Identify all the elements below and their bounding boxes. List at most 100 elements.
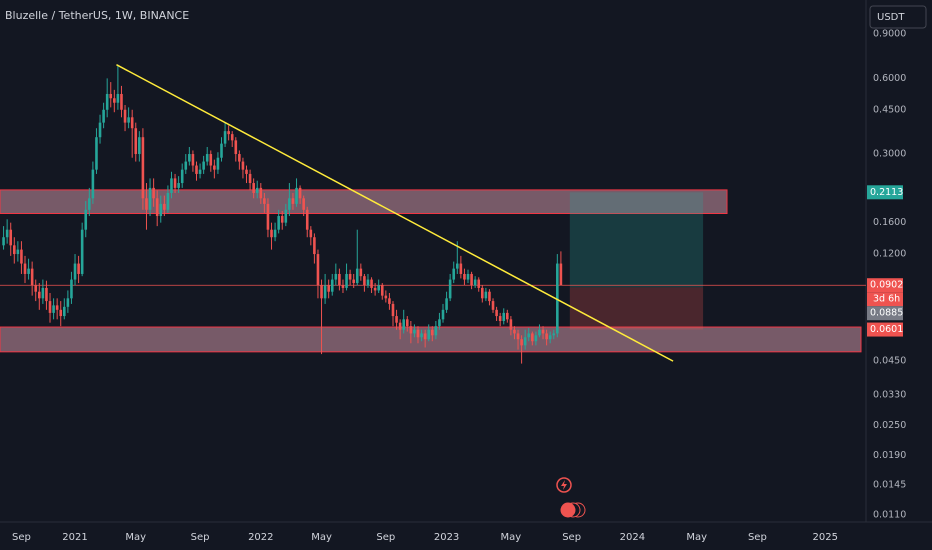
candle-body <box>5 229 9 238</box>
candle-body <box>45 287 48 302</box>
candle-body <box>163 203 166 210</box>
candle-body <box>123 109 127 123</box>
target-tag: 0.2113 <box>870 187 903 198</box>
candle-body <box>552 333 556 336</box>
candle-body <box>455 263 459 269</box>
candle-body <box>509 319 513 330</box>
candle-body <box>130 117 134 129</box>
symbol-title: Bluzelle / TetherUS, 1W, BINANCE <box>5 9 189 22</box>
candle-body <box>548 335 552 340</box>
candle-body <box>484 291 488 299</box>
candle-body <box>466 273 470 280</box>
candle-body <box>513 329 516 334</box>
candle-body <box>434 326 438 336</box>
candle-body <box>120 93 123 110</box>
position-target <box>569 192 704 288</box>
candle-body <box>448 279 452 299</box>
candle-body <box>159 203 163 217</box>
candle-body <box>559 263 563 286</box>
candle-body <box>134 128 138 155</box>
candle-body <box>527 333 531 338</box>
candle-body <box>441 309 445 320</box>
candle-body <box>352 279 355 284</box>
candle-body <box>556 263 559 334</box>
entry-tag: 0.0885 <box>870 308 903 319</box>
candle-body <box>98 122 102 138</box>
candle-body <box>370 279 373 288</box>
candle-body <box>73 263 77 280</box>
y-tick-label: 0.9000 <box>873 29 906 40</box>
candle-body <box>202 161 205 170</box>
candle-body <box>384 295 388 299</box>
candle-body <box>545 333 548 340</box>
candle-body <box>259 187 263 199</box>
candle-body <box>88 198 91 210</box>
candle-body <box>102 109 105 123</box>
candle-body <box>230 134 234 141</box>
candle-body <box>316 254 320 286</box>
candle-body <box>405 319 409 327</box>
candle-body <box>538 329 541 336</box>
candle-body <box>523 337 527 346</box>
x-tick-label: 2022 <box>248 532 273 543</box>
y-tick-label: 0.0450 <box>873 356 906 367</box>
candle-body <box>388 298 391 304</box>
candle-body <box>366 279 370 286</box>
stop-tag-bg <box>867 322 903 337</box>
candle-body <box>395 316 398 323</box>
candle-body <box>355 268 359 284</box>
candle-body <box>23 263 27 274</box>
candle-body <box>55 305 59 310</box>
last-price-tag-bg <box>867 278 903 293</box>
candle-body <box>477 279 481 288</box>
candle-body <box>373 287 377 291</box>
candle-body <box>420 333 423 338</box>
candle-body <box>220 143 223 158</box>
y-tick-label: 0.1200 <box>873 249 906 260</box>
last-price-tag: 0.0902 <box>870 280 903 291</box>
countdown-bg <box>867 292 903 307</box>
candle-body <box>413 329 416 334</box>
currency-label[interactable]: USDT <box>877 12 905 23</box>
candle-body <box>95 137 98 170</box>
candle-body <box>105 93 109 110</box>
currency-button[interactable] <box>869 5 927 29</box>
candle-body <box>37 291 41 299</box>
y-tick-label: 0.3000 <box>873 149 906 160</box>
candle-body <box>77 263 80 274</box>
x-tick-label: 2024 <box>620 532 645 543</box>
candle-body <box>427 329 431 340</box>
candle-body <box>345 273 348 288</box>
candle-body <box>227 131 230 135</box>
countdown: 3d 6h <box>873 294 900 305</box>
candle-body <box>291 198 295 204</box>
y-tick-label: 0.0145 <box>873 479 906 490</box>
candle-body <box>145 198 148 210</box>
sr-zone <box>0 189 728 214</box>
candle-body <box>341 285 345 288</box>
candle-body <box>380 285 384 296</box>
candle-body <box>520 339 523 346</box>
candle-body <box>16 249 20 255</box>
trendline <box>116 64 674 362</box>
candle-body <box>63 306 66 317</box>
event-icons <box>556 477 586 518</box>
candle-body <box>152 187 155 199</box>
candle-body <box>213 165 216 170</box>
x-tick-label: Sep <box>748 532 767 543</box>
candle-body <box>302 198 305 210</box>
y-tick-label: 0.6000 <box>873 73 906 84</box>
candle-body <box>327 285 330 292</box>
target-tag-bg <box>867 185 903 200</box>
position-stop <box>569 287 704 330</box>
candle-body <box>70 279 73 299</box>
candle-body <box>20 249 23 264</box>
x-tick-label: 2021 <box>62 532 87 543</box>
candle-body <box>506 312 509 320</box>
candle-body <box>198 169 202 174</box>
candle-body <box>359 268 363 277</box>
x-tick-label: May <box>501 532 522 543</box>
sr-zone <box>0 326 862 353</box>
